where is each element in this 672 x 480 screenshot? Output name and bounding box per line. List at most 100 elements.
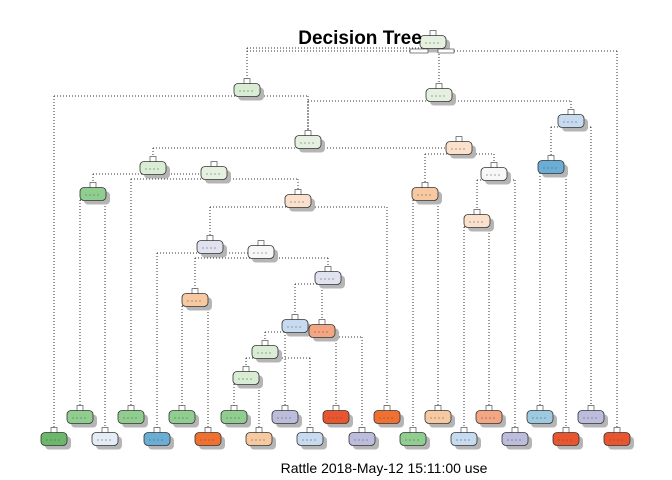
node-box (322, 410, 350, 424)
node-number-tab (291, 314, 299, 320)
node-box (194, 432, 222, 446)
split-node (314, 266, 345, 289)
leaf-node (296, 427, 327, 450)
split-node (247, 240, 278, 263)
node-number-tab (435, 83, 443, 89)
node-number-tab (421, 182, 429, 188)
leaf-node (526, 405, 557, 428)
node-box (196, 240, 224, 254)
leaf-node (424, 405, 455, 428)
split-node (200, 161, 231, 184)
leaf-node (603, 427, 634, 450)
node-number-tab (613, 427, 621, 433)
node-box (200, 166, 228, 180)
node-number-tab (455, 136, 463, 142)
node-number-tab (294, 189, 302, 195)
node-number-tab (358, 427, 366, 433)
node-box (314, 271, 342, 285)
node-number-tab (511, 427, 519, 433)
node-box (308, 324, 336, 338)
node-box (271, 410, 299, 424)
leaf-node (66, 405, 97, 428)
node-box (480, 167, 508, 181)
node-box (475, 410, 503, 424)
node-number-tab (50, 427, 58, 433)
node-number-tab (204, 427, 212, 433)
node-number-tab (191, 288, 199, 294)
split-node (463, 209, 494, 232)
node-number-tab (536, 405, 544, 411)
node-number-tab (242, 366, 250, 372)
node-number-tab (324, 266, 332, 272)
split-node (284, 189, 315, 212)
split-node (281, 314, 312, 337)
leaf-node (40, 427, 71, 450)
plot-title: Decision Tree (298, 28, 422, 49)
node-box (424, 410, 452, 424)
leaf-node (91, 427, 122, 450)
split-node (232, 366, 263, 389)
leaf-node (577, 405, 608, 428)
node-box (284, 194, 312, 208)
tree-edges (53, 47, 618, 429)
node-number-tab (243, 78, 251, 84)
node-number-tab (409, 427, 417, 433)
leaf-node (194, 427, 225, 450)
leaf-node (450, 427, 481, 450)
plot-caption: Rattle 2018-May-12 15:11:00 use (280, 460, 488, 476)
node-box (66, 410, 94, 424)
node-box (425, 88, 453, 102)
node-number-tab (127, 405, 135, 411)
node-box (117, 410, 145, 424)
node-number-tab (281, 405, 289, 411)
node-number-tab (547, 155, 555, 161)
node-number-tab (89, 182, 97, 188)
node-box (232, 371, 260, 385)
node-box (247, 245, 275, 259)
node-number-tab (101, 427, 109, 433)
node-box (373, 410, 401, 424)
node-number-tab (429, 30, 437, 36)
node-box (501, 432, 529, 446)
node-number-tab (567, 109, 575, 115)
node-number-tab (490, 162, 498, 168)
node-number-tab (149, 156, 157, 162)
tree-nodes (40, 30, 634, 450)
split-node (294, 130, 325, 153)
leaf-node (552, 427, 583, 450)
node-number-tab (257, 240, 265, 246)
node-box (233, 83, 261, 97)
node-number-tab (153, 427, 161, 433)
node-box (143, 432, 171, 446)
node-number-tab (304, 130, 312, 136)
node-box (181, 293, 209, 307)
node-box (399, 432, 427, 446)
split-node (233, 78, 264, 101)
node-box (251, 345, 279, 359)
node-box (577, 410, 605, 424)
node-box (411, 187, 439, 201)
leaf-node (475, 405, 506, 428)
leaf-node (117, 405, 148, 428)
node-box (348, 432, 376, 446)
node-box (603, 432, 631, 446)
leaf-node (220, 405, 251, 428)
node-number-tab (210, 161, 218, 167)
leaf-node (373, 405, 404, 428)
node-box (463, 214, 491, 228)
split-node (480, 162, 511, 185)
node-number-tab (473, 209, 481, 215)
split-node (79, 182, 110, 205)
node-number-tab (332, 405, 340, 411)
node-box (526, 410, 554, 424)
split-node (537, 155, 568, 178)
node-number-tab (306, 427, 314, 433)
node-number-tab (383, 405, 391, 411)
split-node (139, 156, 170, 179)
node-number-tab (178, 405, 186, 411)
leaf-node (271, 405, 302, 428)
leaf-node (245, 427, 276, 450)
leaf-node (348, 427, 379, 450)
node-box (296, 432, 324, 446)
